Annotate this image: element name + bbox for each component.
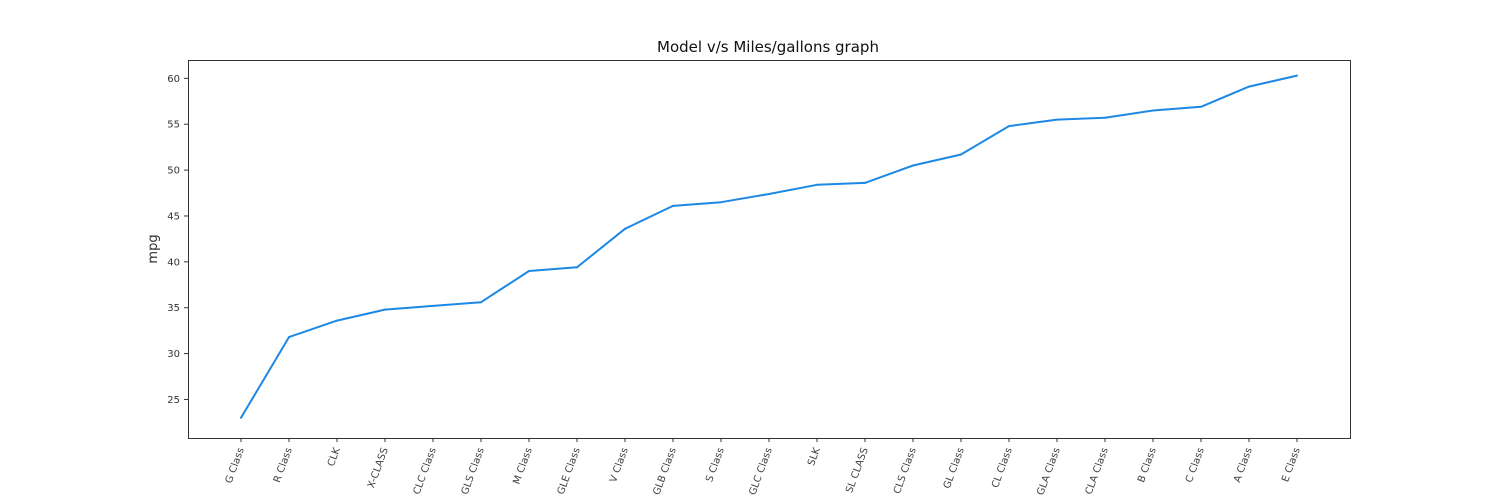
data-point <box>1152 109 1154 112</box>
x-tick-label: E Class <box>1280 446 1303 483</box>
data-point <box>1104 116 1106 119</box>
data-point <box>288 336 290 339</box>
plot-area-frame <box>188 60 1351 439</box>
data-point <box>864 181 866 184</box>
data-point <box>1056 118 1058 121</box>
data-point <box>1248 85 1250 88</box>
data-point <box>720 201 722 204</box>
x-tick-label: GLS Class <box>460 446 487 496</box>
data-point <box>576 266 578 269</box>
x-tick-label: CLK <box>326 446 343 468</box>
y-tick-label: 45 <box>167 211 180 222</box>
data-point <box>816 183 818 186</box>
x-tick-label: V Class <box>608 446 631 484</box>
data-point <box>624 227 626 230</box>
data-point <box>1200 105 1202 108</box>
chart-title: Model v/s Miles/gallons graph <box>657 38 879 56</box>
y-tick-label: 35 <box>167 303 180 314</box>
x-tick-label: C Class <box>1184 446 1207 484</box>
data-point <box>240 416 242 419</box>
data-point <box>912 164 914 167</box>
x-tick-label: R Class <box>272 446 295 484</box>
x-tick-label: CL Class <box>990 446 1015 489</box>
y-tick-label: 60 <box>167 74 180 85</box>
y-tick-label: 30 <box>167 349 180 360</box>
series-group <box>240 74 1298 419</box>
x-tick-label: SL CLASS <box>844 446 871 494</box>
data-point <box>768 192 770 195</box>
data-point <box>480 301 482 304</box>
x-tick-label: GLC Class <box>747 446 774 497</box>
y-tick-label: 25 <box>167 395 180 406</box>
series-line <box>240 74 1298 419</box>
x-tick-label: CLA Class <box>1084 446 1111 496</box>
data-point <box>1296 74 1298 77</box>
x-tick-label: A Class <box>1232 446 1255 484</box>
data-point <box>528 270 530 273</box>
data-point <box>960 153 962 156</box>
y-tick-label: 50 <box>167 166 180 177</box>
data-point <box>432 304 434 307</box>
data-point <box>336 319 338 322</box>
y-axis: 25 30 35 40 45 50 55 60 <box>167 74 188 406</box>
x-tick-label: GLE Class <box>556 446 583 496</box>
y-axis-label: mpg <box>146 234 161 263</box>
x-tick-label: M Class <box>511 446 534 486</box>
x-tick-label: CLC Class <box>412 446 439 496</box>
data-point <box>672 204 674 207</box>
x-tick-label: B Class <box>1136 446 1159 484</box>
x-tick-label: SLK <box>806 446 823 468</box>
x-axis: G Class R Class CLK X-CLASS CLC Class GLS Cla… <box>224 438 1303 497</box>
data-point <box>1008 125 1010 128</box>
x-tick-label: S Class <box>704 446 727 483</box>
x-tick-label: G Class <box>224 446 247 485</box>
x-tick-label: GLB Class <box>651 446 678 496</box>
y-tick-label: 40 <box>167 257 180 268</box>
x-tick-label: GLA Class <box>1035 446 1062 497</box>
x-tick-label: CLS Class <box>892 446 919 495</box>
data-point <box>384 308 386 311</box>
y-tick-label: 55 <box>167 120 180 131</box>
x-tick-label: X-CLASS <box>366 446 391 489</box>
x-tick-label: GL Class <box>942 446 967 490</box>
